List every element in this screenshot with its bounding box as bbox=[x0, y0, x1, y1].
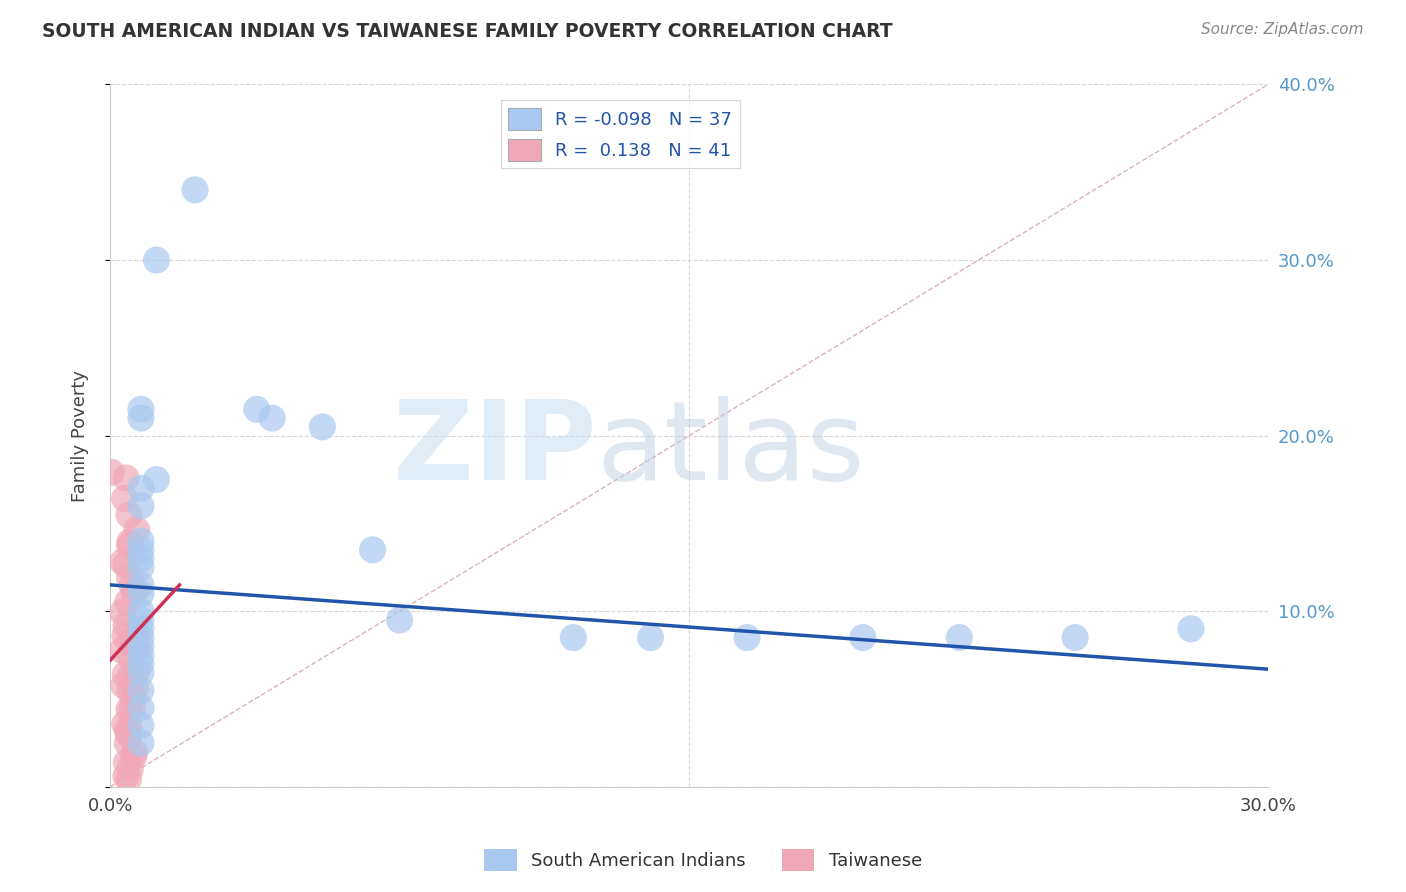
Point bbox=[311, 420, 333, 434]
Point bbox=[129, 718, 152, 732]
Point bbox=[262, 411, 284, 425]
Point bbox=[125, 665, 148, 680]
Point bbox=[948, 631, 970, 645]
Point bbox=[129, 736, 152, 750]
Text: SOUTH AMERICAN INDIAN VS TAIWANESE FAMILY POVERTY CORRELATION CHART: SOUTH AMERICAN INDIAN VS TAIWANESE FAMIL… bbox=[42, 22, 893, 41]
Point bbox=[114, 717, 136, 731]
Point bbox=[111, 555, 134, 569]
Point bbox=[129, 631, 152, 645]
Point bbox=[129, 560, 152, 574]
Point bbox=[118, 683, 141, 698]
Point bbox=[120, 761, 142, 775]
Point bbox=[117, 724, 139, 739]
Point bbox=[114, 628, 136, 642]
Point bbox=[125, 681, 148, 695]
Text: ZIP: ZIP bbox=[394, 396, 596, 503]
Point bbox=[111, 643, 134, 657]
Point bbox=[129, 665, 152, 680]
Point bbox=[115, 756, 138, 770]
Point bbox=[184, 183, 207, 197]
Y-axis label: Family Poverty: Family Poverty bbox=[72, 369, 89, 501]
Point bbox=[361, 542, 384, 557]
Point bbox=[117, 595, 139, 609]
Point bbox=[129, 683, 152, 698]
Point bbox=[129, 481, 152, 495]
Point bbox=[388, 613, 411, 627]
Point bbox=[120, 670, 142, 684]
Point bbox=[115, 769, 138, 783]
Point bbox=[129, 551, 152, 566]
Point bbox=[114, 667, 136, 681]
Point bbox=[124, 745, 146, 759]
Point bbox=[125, 640, 148, 655]
Point bbox=[118, 728, 141, 742]
Point bbox=[125, 626, 148, 640]
Point bbox=[640, 631, 662, 645]
Point bbox=[145, 473, 167, 487]
Point bbox=[735, 631, 758, 645]
Point bbox=[122, 585, 145, 599]
Point bbox=[118, 535, 141, 549]
Point bbox=[118, 539, 141, 553]
Point bbox=[100, 465, 122, 479]
Point bbox=[117, 635, 139, 649]
Legend: R = -0.098   N = 37, R =  0.138   N = 41: R = -0.098 N = 37, R = 0.138 N = 41 bbox=[502, 101, 740, 168]
Point bbox=[122, 691, 145, 706]
Point bbox=[129, 648, 152, 662]
Point bbox=[129, 411, 152, 425]
Point bbox=[129, 657, 152, 671]
Point bbox=[145, 253, 167, 268]
Point bbox=[129, 604, 152, 618]
Point bbox=[1180, 622, 1202, 636]
Point bbox=[120, 651, 142, 665]
Point bbox=[114, 558, 136, 572]
Point bbox=[129, 587, 152, 601]
Point bbox=[852, 631, 875, 645]
Point bbox=[129, 578, 152, 592]
Point bbox=[246, 402, 269, 417]
Point bbox=[115, 471, 138, 485]
Text: Source: ZipAtlas.com: Source: ZipAtlas.com bbox=[1201, 22, 1364, 37]
Point bbox=[121, 701, 143, 715]
Point bbox=[118, 702, 141, 716]
Point bbox=[129, 701, 152, 715]
Point bbox=[129, 499, 152, 513]
Point bbox=[121, 579, 143, 593]
Point bbox=[117, 772, 139, 786]
Point bbox=[125, 523, 148, 537]
Point bbox=[1064, 631, 1087, 645]
Point bbox=[129, 640, 152, 654]
Point bbox=[129, 542, 152, 557]
Point bbox=[111, 605, 134, 619]
Legend: South American Indians, Taiwanese: South American Indians, Taiwanese bbox=[477, 842, 929, 879]
Point bbox=[122, 750, 145, 764]
Point bbox=[118, 570, 141, 584]
Point bbox=[114, 491, 136, 506]
Point bbox=[129, 402, 152, 417]
Point bbox=[115, 618, 138, 632]
Point bbox=[118, 720, 141, 734]
Text: atlas: atlas bbox=[596, 396, 865, 503]
Point bbox=[129, 613, 152, 627]
Point bbox=[129, 622, 152, 636]
Point bbox=[129, 534, 152, 549]
Point bbox=[118, 508, 141, 522]
Point bbox=[562, 631, 585, 645]
Point bbox=[117, 736, 139, 750]
Point bbox=[112, 678, 135, 692]
